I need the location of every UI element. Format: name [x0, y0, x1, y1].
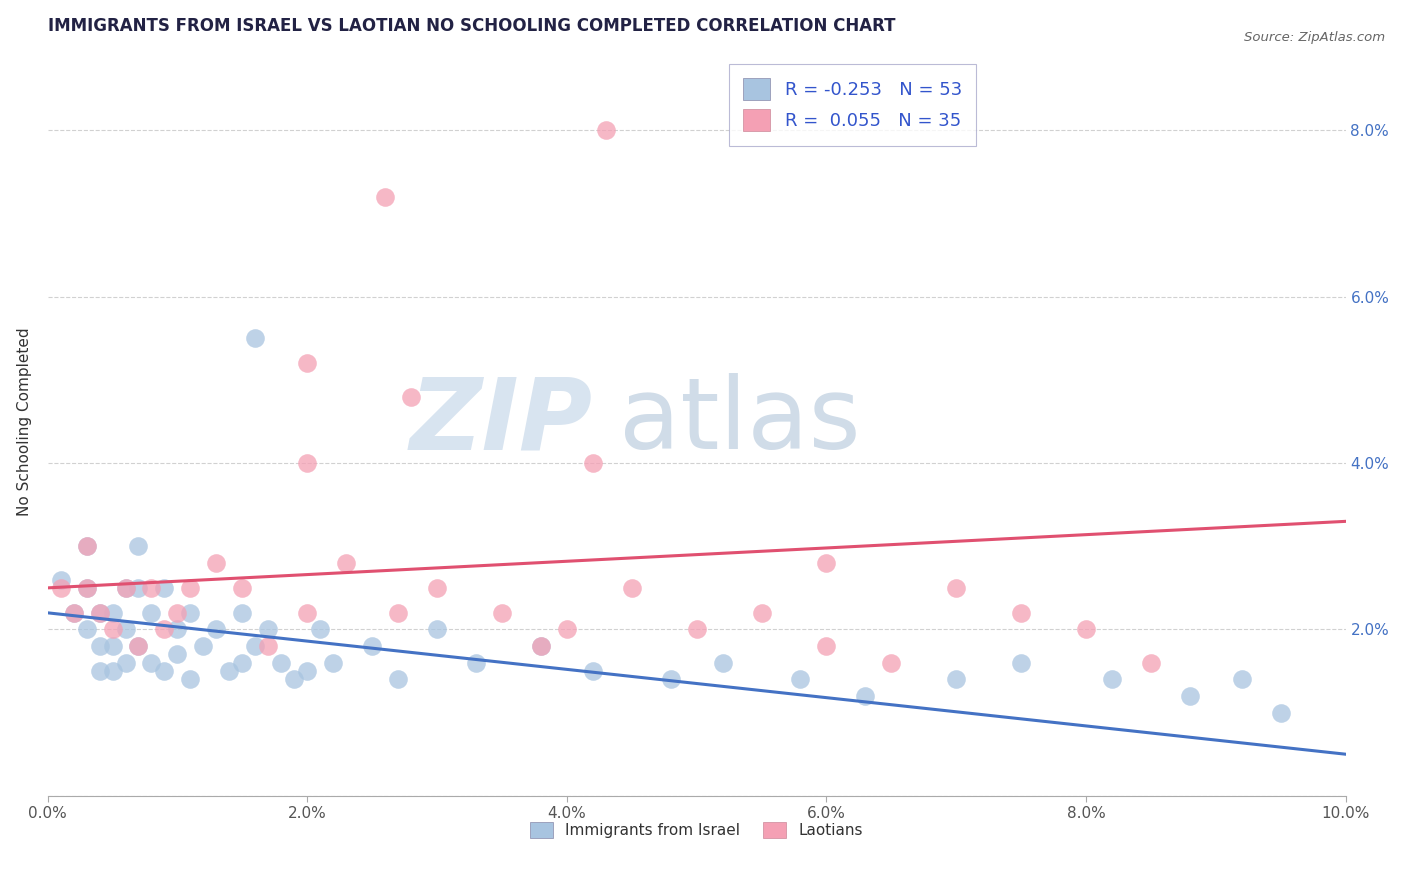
Point	[114, 581, 136, 595]
Point	[179, 606, 201, 620]
Point	[76, 539, 98, 553]
Point	[114, 623, 136, 637]
Point	[309, 623, 332, 637]
Point	[880, 656, 903, 670]
Y-axis label: No Schooling Completed: No Schooling Completed	[17, 327, 32, 516]
Point	[166, 606, 188, 620]
Point	[361, 639, 384, 653]
Point	[374, 190, 396, 204]
Point	[491, 606, 513, 620]
Point	[1074, 623, 1097, 637]
Point	[245, 639, 267, 653]
Point	[1140, 656, 1163, 670]
Point	[114, 656, 136, 670]
Point	[257, 639, 280, 653]
Point	[76, 581, 98, 595]
Point	[685, 623, 707, 637]
Point	[297, 456, 319, 470]
Point	[231, 656, 253, 670]
Point	[218, 664, 240, 678]
Point	[128, 639, 150, 653]
Point	[426, 623, 449, 637]
Point	[76, 623, 98, 637]
Point	[853, 689, 876, 703]
Point	[141, 606, 163, 620]
Point	[945, 581, 967, 595]
Point	[297, 356, 319, 370]
Point	[1230, 673, 1253, 687]
Point	[128, 581, 150, 595]
Point	[582, 456, 605, 470]
Point	[89, 606, 111, 620]
Point	[89, 606, 111, 620]
Text: atlas: atlas	[619, 373, 860, 470]
Point	[1178, 689, 1201, 703]
Point	[166, 623, 188, 637]
Point	[101, 664, 124, 678]
Point	[297, 664, 319, 678]
Point	[205, 623, 228, 637]
Point	[426, 581, 449, 595]
Point	[1101, 673, 1123, 687]
Legend: Immigrants from Israel, Laotians: Immigrants from Israel, Laotians	[524, 816, 869, 844]
Point	[620, 581, 643, 595]
Text: IMMIGRANTS FROM ISRAEL VS LAOTIAN NO SCHOOLING COMPLETED CORRELATION CHART: IMMIGRANTS FROM ISRAEL VS LAOTIAN NO SCH…	[48, 17, 896, 35]
Point	[76, 581, 98, 595]
Point	[751, 606, 773, 620]
Point	[76, 539, 98, 553]
Point	[789, 673, 811, 687]
Point	[49, 581, 72, 595]
Point	[179, 581, 201, 595]
Point	[231, 581, 253, 595]
Point	[62, 606, 84, 620]
Point	[595, 123, 617, 137]
Point	[283, 673, 305, 687]
Point	[1010, 606, 1032, 620]
Point	[335, 556, 357, 570]
Point	[815, 639, 838, 653]
Point	[322, 656, 344, 670]
Point	[141, 656, 163, 670]
Point	[153, 664, 176, 678]
Point	[1270, 706, 1292, 720]
Point	[141, 581, 163, 595]
Point	[153, 581, 176, 595]
Point	[49, 573, 72, 587]
Point	[153, 623, 176, 637]
Point	[179, 673, 201, 687]
Point	[257, 623, 280, 637]
Point	[465, 656, 488, 670]
Point	[945, 673, 967, 687]
Point	[530, 639, 553, 653]
Point	[270, 656, 292, 670]
Point	[128, 539, 150, 553]
Point	[101, 606, 124, 620]
Point	[89, 664, 111, 678]
Point	[101, 639, 124, 653]
Point	[530, 639, 553, 653]
Point	[89, 639, 111, 653]
Point	[399, 390, 422, 404]
Point	[231, 606, 253, 620]
Point	[387, 606, 409, 620]
Point	[193, 639, 215, 653]
Point	[166, 648, 188, 662]
Point	[128, 639, 150, 653]
Point	[711, 656, 734, 670]
Point	[1010, 656, 1032, 670]
Point	[555, 623, 578, 637]
Point	[205, 556, 228, 570]
Point	[101, 623, 124, 637]
Point	[387, 673, 409, 687]
Point	[62, 606, 84, 620]
Point	[582, 664, 605, 678]
Text: ZIP: ZIP	[409, 373, 593, 470]
Point	[245, 331, 267, 345]
Point	[815, 556, 838, 570]
Point	[114, 581, 136, 595]
Point	[297, 606, 319, 620]
Point	[659, 673, 682, 687]
Text: Source: ZipAtlas.com: Source: ZipAtlas.com	[1244, 31, 1385, 45]
